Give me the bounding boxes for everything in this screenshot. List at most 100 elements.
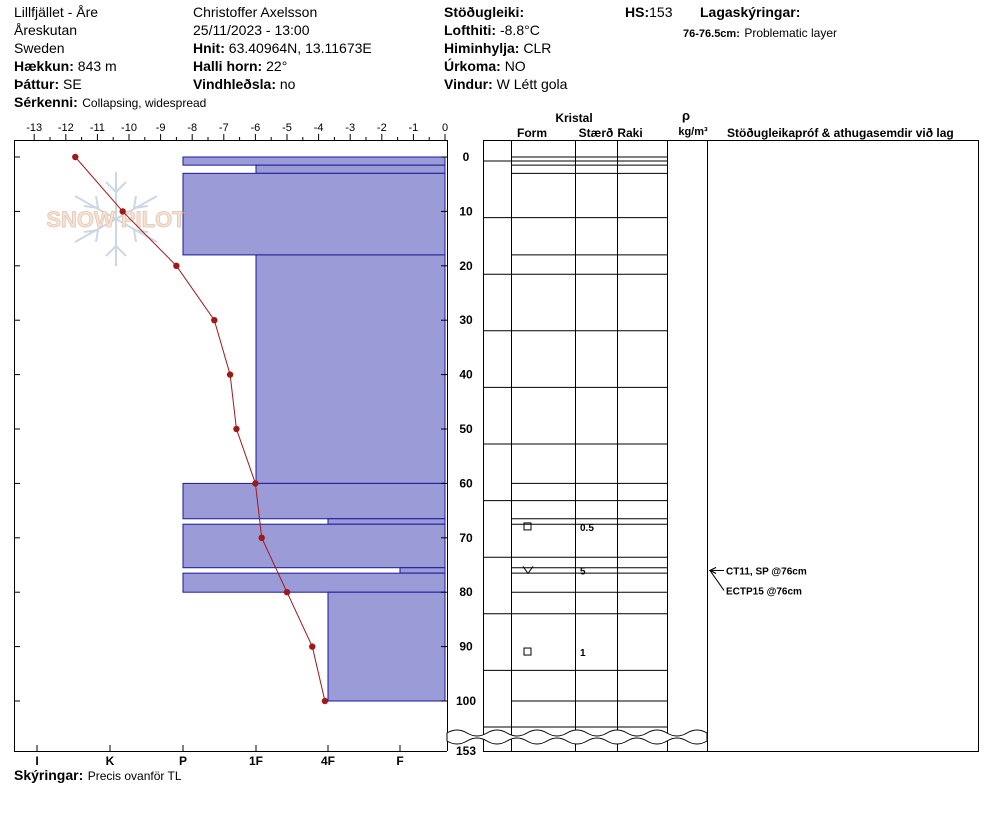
precip-row: Úrkoma: NO xyxy=(444,59,526,73)
temp-tick-label: -8 xyxy=(187,122,197,134)
hardness-tick-label: K xyxy=(106,754,115,768)
temp-tick-label: -6 xyxy=(251,122,261,134)
layer-note-row: 76-76.5cm: Problematic layer xyxy=(683,25,837,41)
aspect-value: SE xyxy=(63,76,82,92)
stability-label: Stöðugleiki: xyxy=(444,4,525,20)
layer-table-frame xyxy=(483,140,979,752)
layer-bars xyxy=(182,156,446,702)
logo-text: SNOW PILOT xyxy=(46,207,186,232)
depth-tick-label: 70 xyxy=(459,531,473,545)
temperature-point xyxy=(321,697,329,705)
temperature-point xyxy=(119,208,126,215)
layer-bar xyxy=(182,482,446,520)
moisture-header: Raki xyxy=(617,126,642,140)
temperature-point xyxy=(283,589,291,596)
temp-tick-label: -1 xyxy=(409,122,419,134)
form-header: Form xyxy=(517,126,547,140)
depth-tick-label: 20 xyxy=(459,259,473,273)
hardness-tick-label: I xyxy=(35,754,38,768)
layer-bar xyxy=(255,254,446,484)
temperature-point xyxy=(211,317,218,324)
crystal-size: 0.5 xyxy=(580,523,594,534)
temp-tick-label: -5 xyxy=(282,122,292,134)
temp-tick-label: -11 xyxy=(90,122,105,134)
slope-row: Halli horn: 22° xyxy=(193,59,287,73)
temp-tick-label: -3 xyxy=(345,122,355,134)
hs-value: 153 xyxy=(649,4,673,20)
sky-label: Himinhylja: xyxy=(444,40,520,56)
depth-bottom-label: 153 xyxy=(456,744,476,758)
layer-bar xyxy=(327,518,446,525)
layer-bar xyxy=(255,164,446,174)
depth-tick-label: 30 xyxy=(459,313,473,327)
test-result: CT11, SP @76cm xyxy=(726,566,807,577)
slope-label: Halli horn: xyxy=(193,58,263,74)
temp-tick-label: -10 xyxy=(121,122,137,134)
size-header: Stærð xyxy=(579,126,614,140)
depth-break-symbol xyxy=(446,729,708,745)
temperature-points xyxy=(72,153,329,705)
wind-loading-value: no xyxy=(279,76,296,92)
air-temp-value: -8.8°C xyxy=(499,22,540,38)
notes-value: Precis ovanför TL xyxy=(87,769,182,783)
hardness-tick-label: 4F xyxy=(321,754,335,768)
crystal-size: 5 xyxy=(580,566,586,577)
snowpilot-logo: SNOW PILOT xyxy=(46,172,187,266)
aspect-row: Þáttur: SE xyxy=(14,77,82,91)
air-temp-label: Lofthiti: xyxy=(444,22,497,38)
sky-value: CLR xyxy=(523,40,552,56)
crystal-header: Kristal xyxy=(555,111,592,125)
features-value: Collapsing, widespread xyxy=(82,96,207,110)
temp-tick-label: -2 xyxy=(377,122,387,134)
coords-row: Hnit: 63.40964N, 13.11673E xyxy=(193,41,372,55)
coords-value: 63.40964N, 13.11673E xyxy=(228,40,372,56)
area-name: Åreskutan xyxy=(14,22,78,38)
hardness-tick-label: F xyxy=(396,754,403,768)
layer-table-lines: 0.5 5 1 CT11, SP @76cm ECTP15 @76cm xyxy=(483,156,807,728)
left-chart-frame xyxy=(14,140,448,752)
temp-tick-label: -4 xyxy=(314,122,324,134)
axis-ticks: -13 -12 -11 -10 -9 -8 -7 -6 -5 -4 -3 -2 -1 0I K P 1F 4F F0… xyxy=(14,122,476,768)
precip-value: NO xyxy=(504,58,526,74)
temperature-point xyxy=(72,153,79,161)
depth-tick-label: 100 xyxy=(456,694,476,708)
hardness-tick-label: 1F xyxy=(249,754,263,768)
air-temp-row: Lofthiti: -8.8°C xyxy=(444,23,540,37)
observation-datetime: 25/11/2023 - 13:00 xyxy=(193,22,310,38)
hs-row: HS:153 xyxy=(625,5,672,19)
hardness-tick-label: P xyxy=(179,754,187,768)
break-band xyxy=(446,729,708,745)
crystal-square-icon xyxy=(523,522,532,531)
aspect-label: Þáttur: xyxy=(14,76,60,92)
sky-row: Himinhylja: CLR xyxy=(444,41,551,55)
depth-tick-label: 10 xyxy=(459,204,473,218)
elevation-label: Hækkun: xyxy=(14,58,74,74)
features-row: Sérkenni: Collapsing, widespread xyxy=(14,95,206,111)
features-label: Sérkenni: xyxy=(14,94,78,110)
depth-tick-label: 40 xyxy=(459,368,473,382)
layer-bar xyxy=(182,156,446,166)
wind-loading-row: Vindhleðsla: no xyxy=(193,77,295,91)
crystal-size: 1 xyxy=(580,648,586,659)
country-name: Sweden xyxy=(14,40,65,56)
depth-tick-label: 50 xyxy=(459,422,473,436)
temp-tick-label: -13 xyxy=(26,122,42,134)
density-symbol: ρ xyxy=(682,108,690,123)
layer-bar xyxy=(399,567,446,574)
temperature-point xyxy=(258,534,265,541)
notes-label: Skýringar: xyxy=(14,767,84,783)
temperature-point xyxy=(233,425,240,433)
snowflake-icon xyxy=(74,172,158,266)
test-result: ECTP15 @76cm xyxy=(726,586,802,597)
depth-tick-label: 0 xyxy=(463,150,470,164)
wind-value: W Létt gola xyxy=(496,76,568,92)
layer-bar xyxy=(327,591,446,702)
temperature-point xyxy=(309,643,316,650)
slope-value: 22° xyxy=(266,58,288,74)
layer-note-range: 76-76.5cm: xyxy=(683,28,740,40)
hs-label: HS: xyxy=(625,4,650,20)
temperature-point xyxy=(252,480,259,487)
density-unit: kg/m³ xyxy=(678,126,708,138)
layer-bar xyxy=(182,523,446,569)
